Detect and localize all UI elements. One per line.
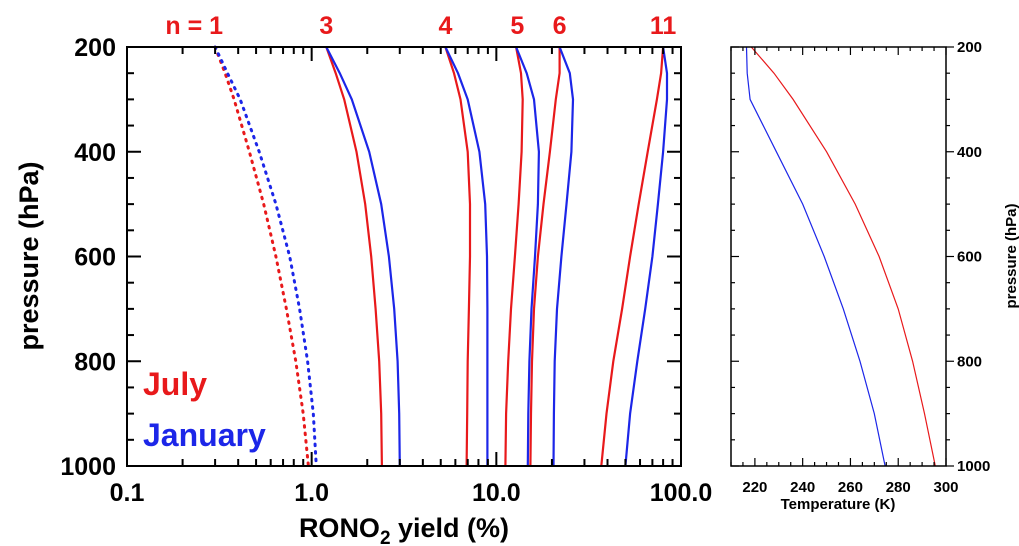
y-tick-label: 1000	[60, 453, 116, 481]
y-tick-label: 800	[74, 348, 116, 376]
series-line-n11-january	[624, 46, 669, 467]
series-line-n4-july	[444, 46, 472, 467]
y-tick-label: 200	[74, 34, 116, 62]
series-line-n1-january	[213, 45, 318, 468]
y-tick-label: 600	[74, 244, 116, 272]
temp-x-tick-label: 280	[886, 479, 911, 496]
yield-x-axis-title: RONO2 yield (%)	[299, 513, 509, 546]
series-line-n1-july	[213, 45, 310, 468]
x-tick-label: 100.0	[650, 479, 713, 507]
temp-y-tick-label: 400	[957, 144, 982, 161]
series-line-n5-july	[504, 46, 524, 467]
temperature-axis-ticks: 220 240 260 280 300 200 400 600 800 1000	[730, 39, 990, 496]
x-tick-label: 10.0	[472, 479, 521, 507]
x-tick-label: 0.1	[110, 479, 145, 507]
series-line-n4-january	[444, 46, 489, 466]
temp-x-tick-label: 260	[838, 479, 863, 496]
x-tick-label: 1.0	[294, 479, 329, 507]
series-line-n3-january	[325, 46, 401, 467]
temperature-panel: 220 240 260 280 300 200 400 600 800 1000 Temperat…	[730, 39, 1019, 513]
n-label: 11	[650, 12, 677, 40]
series-line-n5-january	[515, 46, 541, 467]
n-label: 4	[438, 12, 452, 40]
series-line-n11-july	[600, 46, 665, 467]
n-label: 5	[510, 12, 524, 40]
temperature-y-axis-title: pressure (hPa)	[1003, 203, 1019, 308]
temperature-plot-frame	[730, 46, 947, 467]
temp-x-tick-label: 300	[933, 479, 958, 496]
temp-y-tick-label: 600	[957, 249, 982, 266]
yield-panel: 0.1 1.0 10.0 100.0 200 400 600 800 1000 n = 1 3 4 5…	[14, 12, 712, 546]
series-line-n3-july	[325, 46, 383, 467]
temp-x-tick-label: 240	[790, 479, 815, 496]
yield-x-axis-subscript: 2	[380, 528, 391, 546]
temperature-line-july	[750, 46, 936, 467]
legend-july: July	[143, 366, 207, 402]
y-tick-label: 400	[74, 139, 116, 167]
temperature-series-lines	[745, 46, 936, 467]
temp-y-tick-label: 200	[957, 39, 982, 56]
temp-x-tick-label: 220	[742, 479, 767, 496]
yield-series-lines	[213, 45, 669, 468]
n-label: n = 1	[165, 12, 223, 40]
temperature-x-axis-title: Temperature (K)	[781, 496, 896, 513]
temp-y-tick-label: 1000	[957, 458, 990, 475]
yield-y-axis-title: pressure (hPa)	[14, 161, 44, 350]
series-line-n6-january	[552, 46, 575, 467]
n-label: 6	[553, 12, 567, 40]
yield-plot-frame	[126, 46, 682, 467]
carbon-number-labels: n = 1 3 4 5 6 11	[165, 12, 676, 40]
legend-january: January	[143, 417, 266, 453]
temperature-line-january	[745, 46, 886, 467]
yield-axis-ticks: 0.1 1.0 10.0 100.0 200 400 600 800 1000	[60, 34, 712, 507]
series-line-n6-july	[529, 47, 561, 467]
n-label: 3	[319, 12, 333, 40]
temp-y-tick-label: 800	[957, 353, 982, 370]
